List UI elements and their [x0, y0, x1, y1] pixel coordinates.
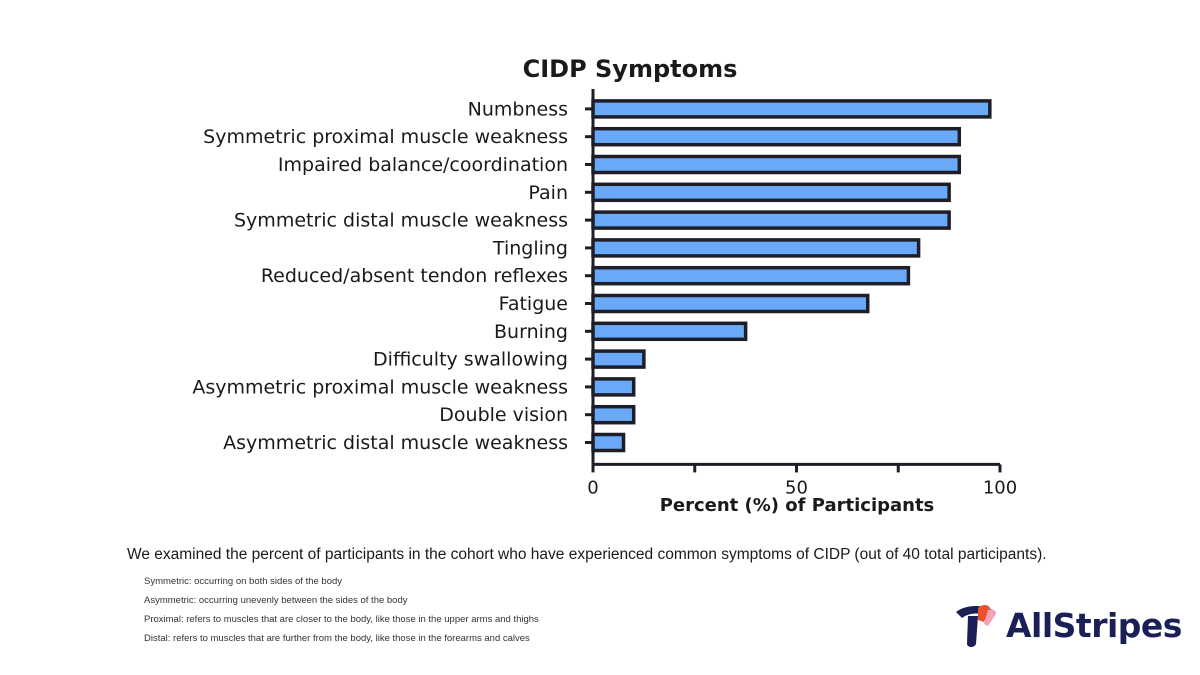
- category-label-0: Numbness: [468, 98, 568, 120]
- chart-title: CIDP Symptoms: [523, 55, 738, 83]
- bar-2: [591, 154, 962, 175]
- note-asymmetric: Asymmetric: occurring unevenly between t…: [144, 595, 408, 606]
- x-tick-label-0: 0: [587, 477, 598, 498]
- note-proximal: Proximal: refers to muscles that are clo…: [144, 614, 539, 625]
- bar-4: [591, 210, 951, 230]
- brand-name: AllStripes: [1006, 605, 1182, 645]
- category-label-10: Asymmetric proximal muscle weakness: [192, 376, 568, 398]
- category-label-5: Tingling: [492, 237, 568, 259]
- bar-0: [591, 99, 992, 119]
- x-tick-label-50: 50: [785, 477, 808, 498]
- note-symmetric: Symmetric: occurring on both sides of th…: [144, 576, 343, 587]
- bar-11: [591, 404, 636, 425]
- brand-logo: AllStripes: [952, 600, 1182, 650]
- note-distal: Distal: refers to muscles that are furth…: [144, 633, 530, 644]
- x-tick-label-100: 100: [983, 477, 1017, 498]
- bar-7: [591, 293, 870, 314]
- chart-caption: We examined the percent of participants …: [127, 546, 1047, 563]
- category-label-6: Reduced/absent tendon reflexes: [261, 265, 568, 287]
- cidp-symptoms-chart: CIDP Symptoms Numbness Symmetric proximal…: [192, 55, 1017, 516]
- bar-8: [591, 321, 748, 342]
- category-label-4: Symmetric distal muscle weakness: [234, 210, 568, 232]
- category-labels-group: Numbness Symmetric proximal muscle weakne…: [192, 98, 593, 454]
- x-ticks-group: 0 50 100: [587, 464, 1017, 498]
- category-label-12: Asymmetric distal muscle weakness: [223, 432, 568, 454]
- category-label-2: Impaired balance/coordination: [278, 154, 568, 176]
- allstripes-logo-icon: [956, 605, 996, 647]
- category-label-8: Burning: [494, 321, 568, 343]
- category-label-11: Double vision: [439, 404, 568, 426]
- definition-notes: Symmetric: occurring on both sides of th…: [144, 572, 539, 648]
- x-axis-title: Percent (%) of Participants: [660, 495, 935, 516]
- bar-10: [591, 377, 636, 397]
- bar-12: [591, 432, 626, 453]
- category-label-9: Difficulty swallowing: [373, 349, 568, 371]
- bar-5: [591, 238, 921, 258]
- category-label-3: Pain: [528, 182, 568, 204]
- category-label-1: Symmetric proximal muscle weakness: [203, 126, 568, 148]
- bar-9: [591, 349, 646, 369]
- bars-group: [591, 99, 992, 453]
- category-label-7: Fatigue: [499, 293, 568, 315]
- bar-3: [591, 182, 951, 203]
- bar-6: [591, 265, 911, 286]
- bar-1: [591, 126, 962, 147]
